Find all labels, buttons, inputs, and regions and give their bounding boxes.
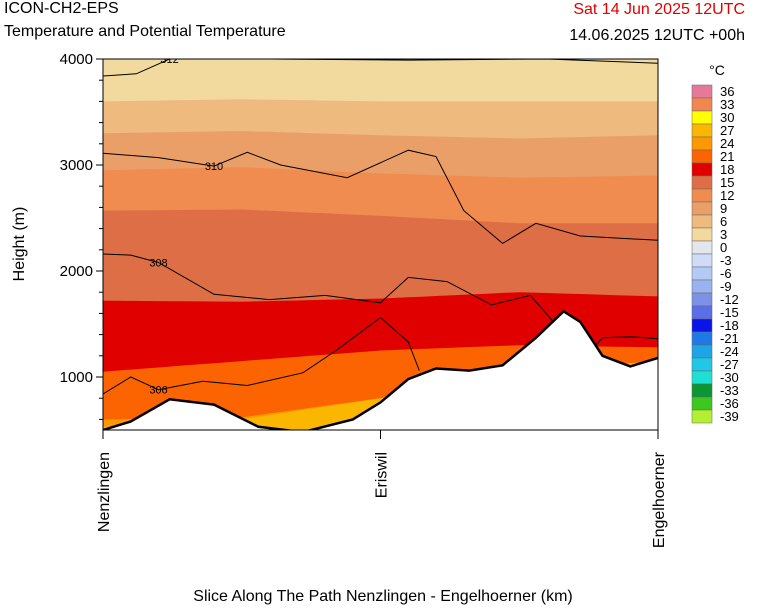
legend-label: -21 <box>720 331 739 346</box>
isentrope-310 <box>103 149 658 245</box>
isentrope-label: 312 <box>160 54 178 66</box>
legend-label: 30 <box>720 110 734 125</box>
legend-swatch <box>691 266 713 281</box>
x-location-label: Eriswil <box>374 452 391 498</box>
legend-swatch <box>691 370 713 385</box>
legend-label: -18 <box>720 318 739 333</box>
legend-swatch <box>691 383 713 398</box>
terrain-fill <box>103 311 658 430</box>
legend-label: 18 <box>720 162 734 177</box>
isentrope-312 <box>103 59 658 77</box>
legend-swatch <box>691 162 713 177</box>
chart-title: Temperature and Potential Temperature <box>4 23 286 40</box>
legend-label: -3 <box>720 253 732 268</box>
legend-label: -12 <box>720 292 739 307</box>
legend-swatch <box>691 214 713 229</box>
x-axis-label: Slice Along The Path Nenzlingen - Engelh… <box>193 588 573 605</box>
legend-label: 9 <box>720 201 727 216</box>
y-tick-label: 4000 <box>60 51 93 68</box>
legend-swatch <box>691 136 713 151</box>
legend-label: 0 <box>720 240 727 255</box>
y-tick-label: 1000 <box>60 369 93 386</box>
x-axis: Nenzlingen Eriswil Engelhoerner <box>96 430 668 548</box>
legend-label: 27 <box>720 123 734 138</box>
x-location-label: Nenzlingen <box>96 452 113 532</box>
legend-label: -15 <box>720 305 739 320</box>
terrain-outline <box>103 309 658 430</box>
legend-label: -39 <box>720 409 739 424</box>
legend-label: -30 <box>720 370 739 385</box>
legend-swatch <box>691 396 713 411</box>
run-time: 14.06.2025 12UTC +00h <box>569 27 745 44</box>
legend-swatch <box>691 253 713 268</box>
isentrope-label: 308 <box>149 258 167 270</box>
legend-swatch <box>691 97 713 112</box>
legend-swatch <box>691 188 713 203</box>
legend-swatch <box>691 409 713 424</box>
legend-label: 24 <box>720 136 734 151</box>
legend-swatch <box>691 357 713 372</box>
legend-label: 36 <box>720 84 734 99</box>
valid-date: Sat 14 Jun 2025 12UTC <box>573 1 745 18</box>
legend-swatch <box>691 305 713 320</box>
legend-title: °C <box>709 62 725 78</box>
isentropes: 312 310 308 306 <box>103 54 658 397</box>
color-legend: 3633302724211815129630-3-6-9-12-15-18-21… <box>691 84 739 424</box>
legend-swatch <box>691 279 713 294</box>
y-axis: 1000 2000 3000 4000 <box>60 51 103 420</box>
legend-swatch <box>691 292 713 307</box>
legend-swatch <box>691 175 713 190</box>
legend-swatch <box>691 318 713 333</box>
isentrope-label: 310 <box>205 161 223 173</box>
model-title: ICON-CH2-EPS <box>4 0 119 17</box>
legend-label: -6 <box>720 266 732 281</box>
temperature-bands <box>103 59 658 430</box>
legend-swatch <box>691 149 713 164</box>
legend-label: -27 <box>720 357 739 372</box>
legend-swatch <box>691 227 713 242</box>
legend-label: 3 <box>720 227 727 242</box>
terrain-layer <box>103 309 658 430</box>
legend-label: -9 <box>720 279 732 294</box>
legend-swatch <box>691 344 713 359</box>
x-location-label: Engelhoerner <box>651 451 668 548</box>
legend-swatch <box>691 201 713 216</box>
legend-swatch <box>691 84 713 99</box>
legend-label: 12 <box>720 188 734 203</box>
legend-label: -33 <box>720 383 739 398</box>
legend-swatch <box>691 110 713 125</box>
legend-swatch <box>691 331 713 346</box>
isentrope-label: 306 <box>149 385 167 397</box>
legend-label: 21 <box>720 149 734 164</box>
legend-label: 33 <box>720 97 734 112</box>
y-axis-label: Height (m) <box>11 207 28 282</box>
legend-swatch <box>691 123 713 138</box>
isentrope-306 <box>103 316 420 395</box>
legend-label: -24 <box>720 344 739 359</box>
legend-label: 15 <box>720 175 734 190</box>
y-tick-label: 3000 <box>60 157 93 174</box>
legend-label: -36 <box>720 396 739 411</box>
y-tick-label: 2000 <box>60 263 93 280</box>
legend-label: 6 <box>720 214 727 229</box>
legend-swatch <box>691 240 713 255</box>
